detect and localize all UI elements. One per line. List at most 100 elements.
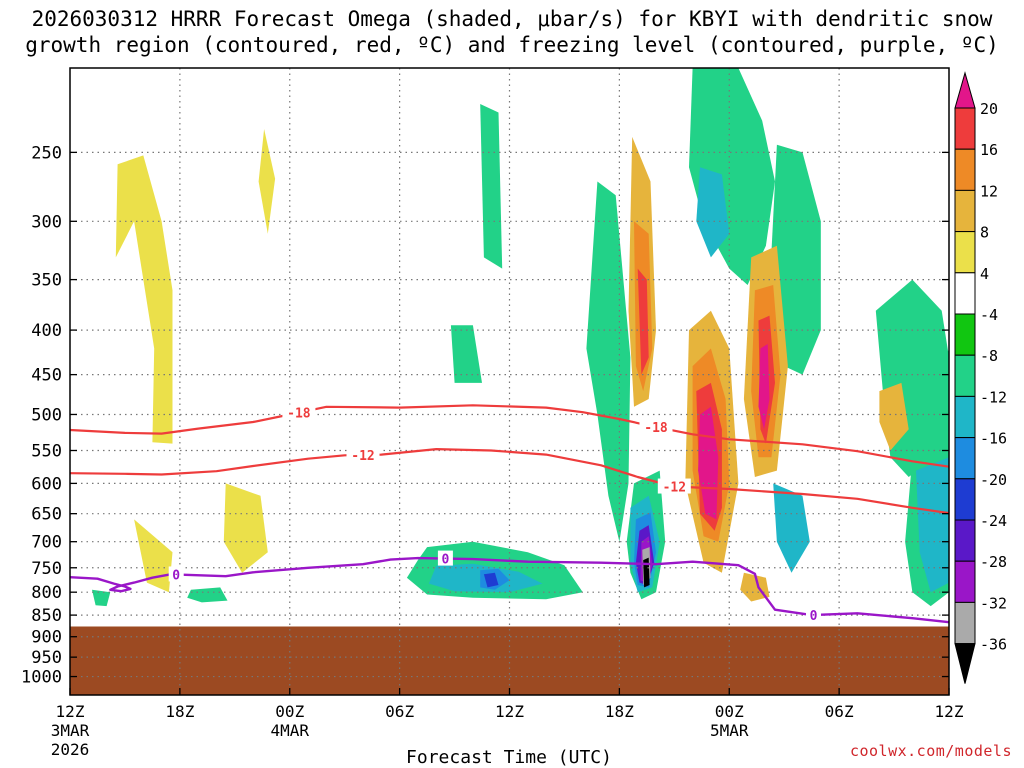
contour-label: -18 [644, 421, 668, 436]
x-tick-label: 18Z [605, 702, 634, 721]
contour-layer: -18 -18 -12 -12 0 0 0 [69, 404, 950, 624]
x-tick-date: 5MAR [710, 721, 749, 740]
x-tick-year: 2026 [51, 740, 90, 759]
colorbar-label: -36 [980, 636, 1007, 654]
colorbar-label: -24 [980, 512, 1007, 530]
colorbar: 20 16 12 8 4 -4 -8 -12 -16 -20 -24 -28 -32 -36 [954, 71, 1007, 684]
colorbar-bottom-arrow [954, 643, 976, 684]
colorbar-swatch [954, 601, 976, 645]
colorbar-label: 20 [980, 100, 998, 118]
colorbar-label: 16 [980, 141, 998, 159]
contour-label-bg [437, 550, 453, 566]
omega-region [450, 325, 482, 383]
colorbar-label: -4 [980, 306, 998, 324]
title-line-2: growth region (contoured, red, ºC) and f… [25, 33, 999, 57]
y-tick-label: 750 [31, 559, 62, 579]
dendritic-contour [69, 404, 950, 468]
x-tick-label: 06Z [385, 702, 414, 721]
y-tick-label: 350 [31, 271, 62, 291]
title-line-1: 2026030312 HRRR Forecast Omega (shaded, … [31, 7, 993, 31]
contour-label-bg [282, 404, 316, 420]
contour-label-bg [805, 607, 821, 623]
chart-title: 2026030312 HRRR Forecast Omega (shaded, … [0, 6, 1024, 58]
contour-label-bg [639, 419, 673, 435]
colorbar-swatch [954, 395, 976, 439]
colorbar-label: 12 [980, 182, 998, 200]
omega-region [483, 572, 499, 588]
omega-region [637, 268, 649, 375]
omega-region [773, 483, 810, 573]
grid-layer [70, 68, 949, 695]
contour-label: -12 [663, 481, 686, 496]
omega-region [223, 483, 268, 573]
y-tick-label: 650 [31, 505, 62, 525]
colorbar-label: 8 [980, 224, 989, 242]
omega-region [586, 181, 631, 542]
colorbar-label: -8 [980, 347, 998, 365]
colorbar-label: -20 [980, 471, 1007, 489]
y-tick-label: 250 [31, 143, 62, 163]
colorbar-label: 4 [980, 265, 989, 283]
colorbar-label: -16 [980, 430, 1007, 448]
colorbar-swatch [954, 437, 976, 480]
colorbar-swatch [954, 231, 976, 274]
colorbar-swatch [954, 189, 976, 233]
y-tick-label: 800 [31, 583, 62, 603]
y-tick-label: 850 [31, 606, 62, 626]
y-tick-label: 950 [31, 648, 62, 668]
contour-label: 0 [172, 568, 180, 583]
colorbar-swatch [954, 519, 976, 562]
contour-label-bg [168, 566, 184, 582]
y-tick-label: 550 [31, 442, 62, 462]
contour-label-bg [657, 478, 691, 494]
contour-label-bg [346, 446, 380, 462]
x-tick-label: 12Z [935, 702, 964, 721]
x-tick-date: 4MAR [270, 721, 309, 740]
omega-region [115, 155, 173, 444]
colorbar-swatch [954, 148, 976, 191]
colorbar-swatch [954, 354, 976, 397]
x-tick-label: 00Z [275, 702, 304, 721]
contour-label: -18 [287, 407, 311, 422]
colorbar-label: -12 [980, 388, 1007, 406]
colorbar-top-arrow [954, 71, 976, 109]
y-tick-label: 300 [31, 212, 62, 232]
x-tick-date: 3MAR [51, 721, 90, 740]
terrain-ground [70, 626, 949, 695]
omega-region [480, 104, 503, 269]
x-tick-label: 12Z [56, 702, 85, 721]
x-tick-label: 00Z [715, 702, 744, 721]
dendritic-contour [69, 448, 950, 515]
y-tick-label: 400 [31, 321, 62, 341]
x-tick-label: 18Z [165, 702, 194, 721]
colorbar-label: -32 [980, 594, 1007, 612]
y-tick-label: 600 [31, 474, 62, 494]
omega-region [134, 519, 173, 593]
x-tick-label: 12Z [495, 702, 524, 721]
omega-region [187, 587, 228, 603]
x-axis-label: Forecast Time (UTC) [406, 747, 612, 768]
x-tick-label: 06Z [825, 702, 854, 721]
contour-label: -12 [351, 449, 374, 464]
y-tick-label: 900 [31, 628, 62, 648]
omega-region [643, 557, 650, 588]
colorbar-swatch [954, 107, 976, 150]
colorbar-swatch [954, 560, 976, 603]
y-tick-label: 700 [31, 533, 62, 553]
y-tick-label: 500 [31, 405, 62, 425]
omega-region [696, 167, 730, 258]
omega-region [92, 589, 111, 607]
terrain-layer [70, 626, 949, 695]
colorbar-swatch [954, 313, 976, 356]
y-tick-label: 450 [31, 366, 62, 386]
contour-label: 0 [441, 553, 449, 568]
omega-region [258, 129, 276, 234]
freezing-level-contour [69, 556, 950, 624]
omega-region [758, 344, 770, 430]
omega-region [916, 457, 949, 593]
credit-text: coolwx.com/models [849, 742, 1012, 760]
contour-label: 0 [810, 609, 818, 624]
omega-shading-layer [92, 68, 949, 607]
